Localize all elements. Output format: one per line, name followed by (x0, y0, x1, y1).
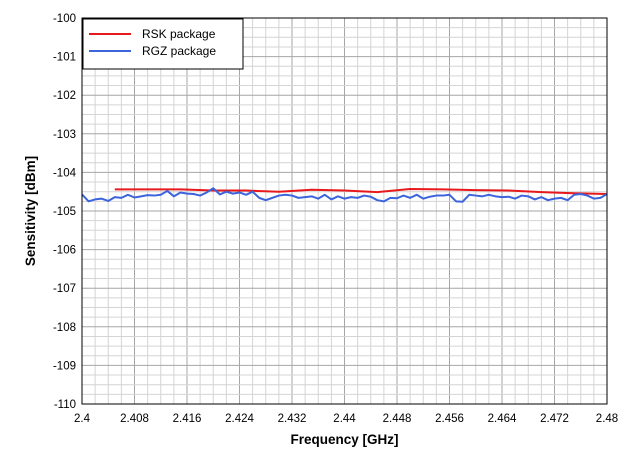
y-tick-label: -102 (53, 90, 76, 102)
y-tick-label: -100 (53, 13, 76, 25)
legend-box (82, 18, 244, 70)
legend: RSK package RGZ package (82, 18, 244, 70)
x-axis-title: Frequency [GHz] (290, 432, 398, 447)
x-tick-label: 2.464 (488, 413, 517, 425)
grid-lines (81, 17, 608, 405)
x-tick-label: 2.44 (333, 413, 356, 425)
y-axis-title: Sensitivity [dBm] (23, 156, 38, 266)
y-tick-label: -108 (53, 322, 76, 334)
y-tick-label: -110 (54, 399, 76, 411)
x-tick-label: 2.448 (383, 413, 412, 425)
y-tick-label: -101 (53, 52, 76, 64)
x-tick-label: 2.456 (435, 413, 464, 425)
x-tick-label: 2.48 (596, 413, 618, 425)
tick-labels: 2.4 2.408 2.416 2.424 2.432 2.44 2.448 2.456 2.4… (53, 13, 618, 425)
x-tick-label: 2.408 (120, 413, 149, 425)
series-line-rsk (114, 188, 608, 196)
x-tick-label: 2.416 (173, 413, 202, 425)
y-tick-label: -107 (53, 283, 76, 295)
y-tick-label: -109 (53, 360, 76, 372)
legend-label-rgz: RGZ package (142, 44, 216, 58)
y-tick-label: -106 (53, 245, 76, 257)
legend-label-rsk: RSK package (142, 27, 216, 41)
y-tick-label: -103 (53, 129, 76, 141)
series-lines (81, 187, 608, 203)
y-tick-label: -105 (53, 206, 76, 218)
x-tick-label: 2.424 (225, 413, 254, 425)
x-tick-label: 2.432 (278, 413, 307, 425)
plot-border (81, 17, 608, 405)
series-line-rgz (81, 187, 608, 203)
x-tick-label: 2.472 (540, 413, 569, 425)
x-tick-label: 2.4 (74, 413, 91, 425)
y-tick-label: -104 (53, 167, 77, 179)
